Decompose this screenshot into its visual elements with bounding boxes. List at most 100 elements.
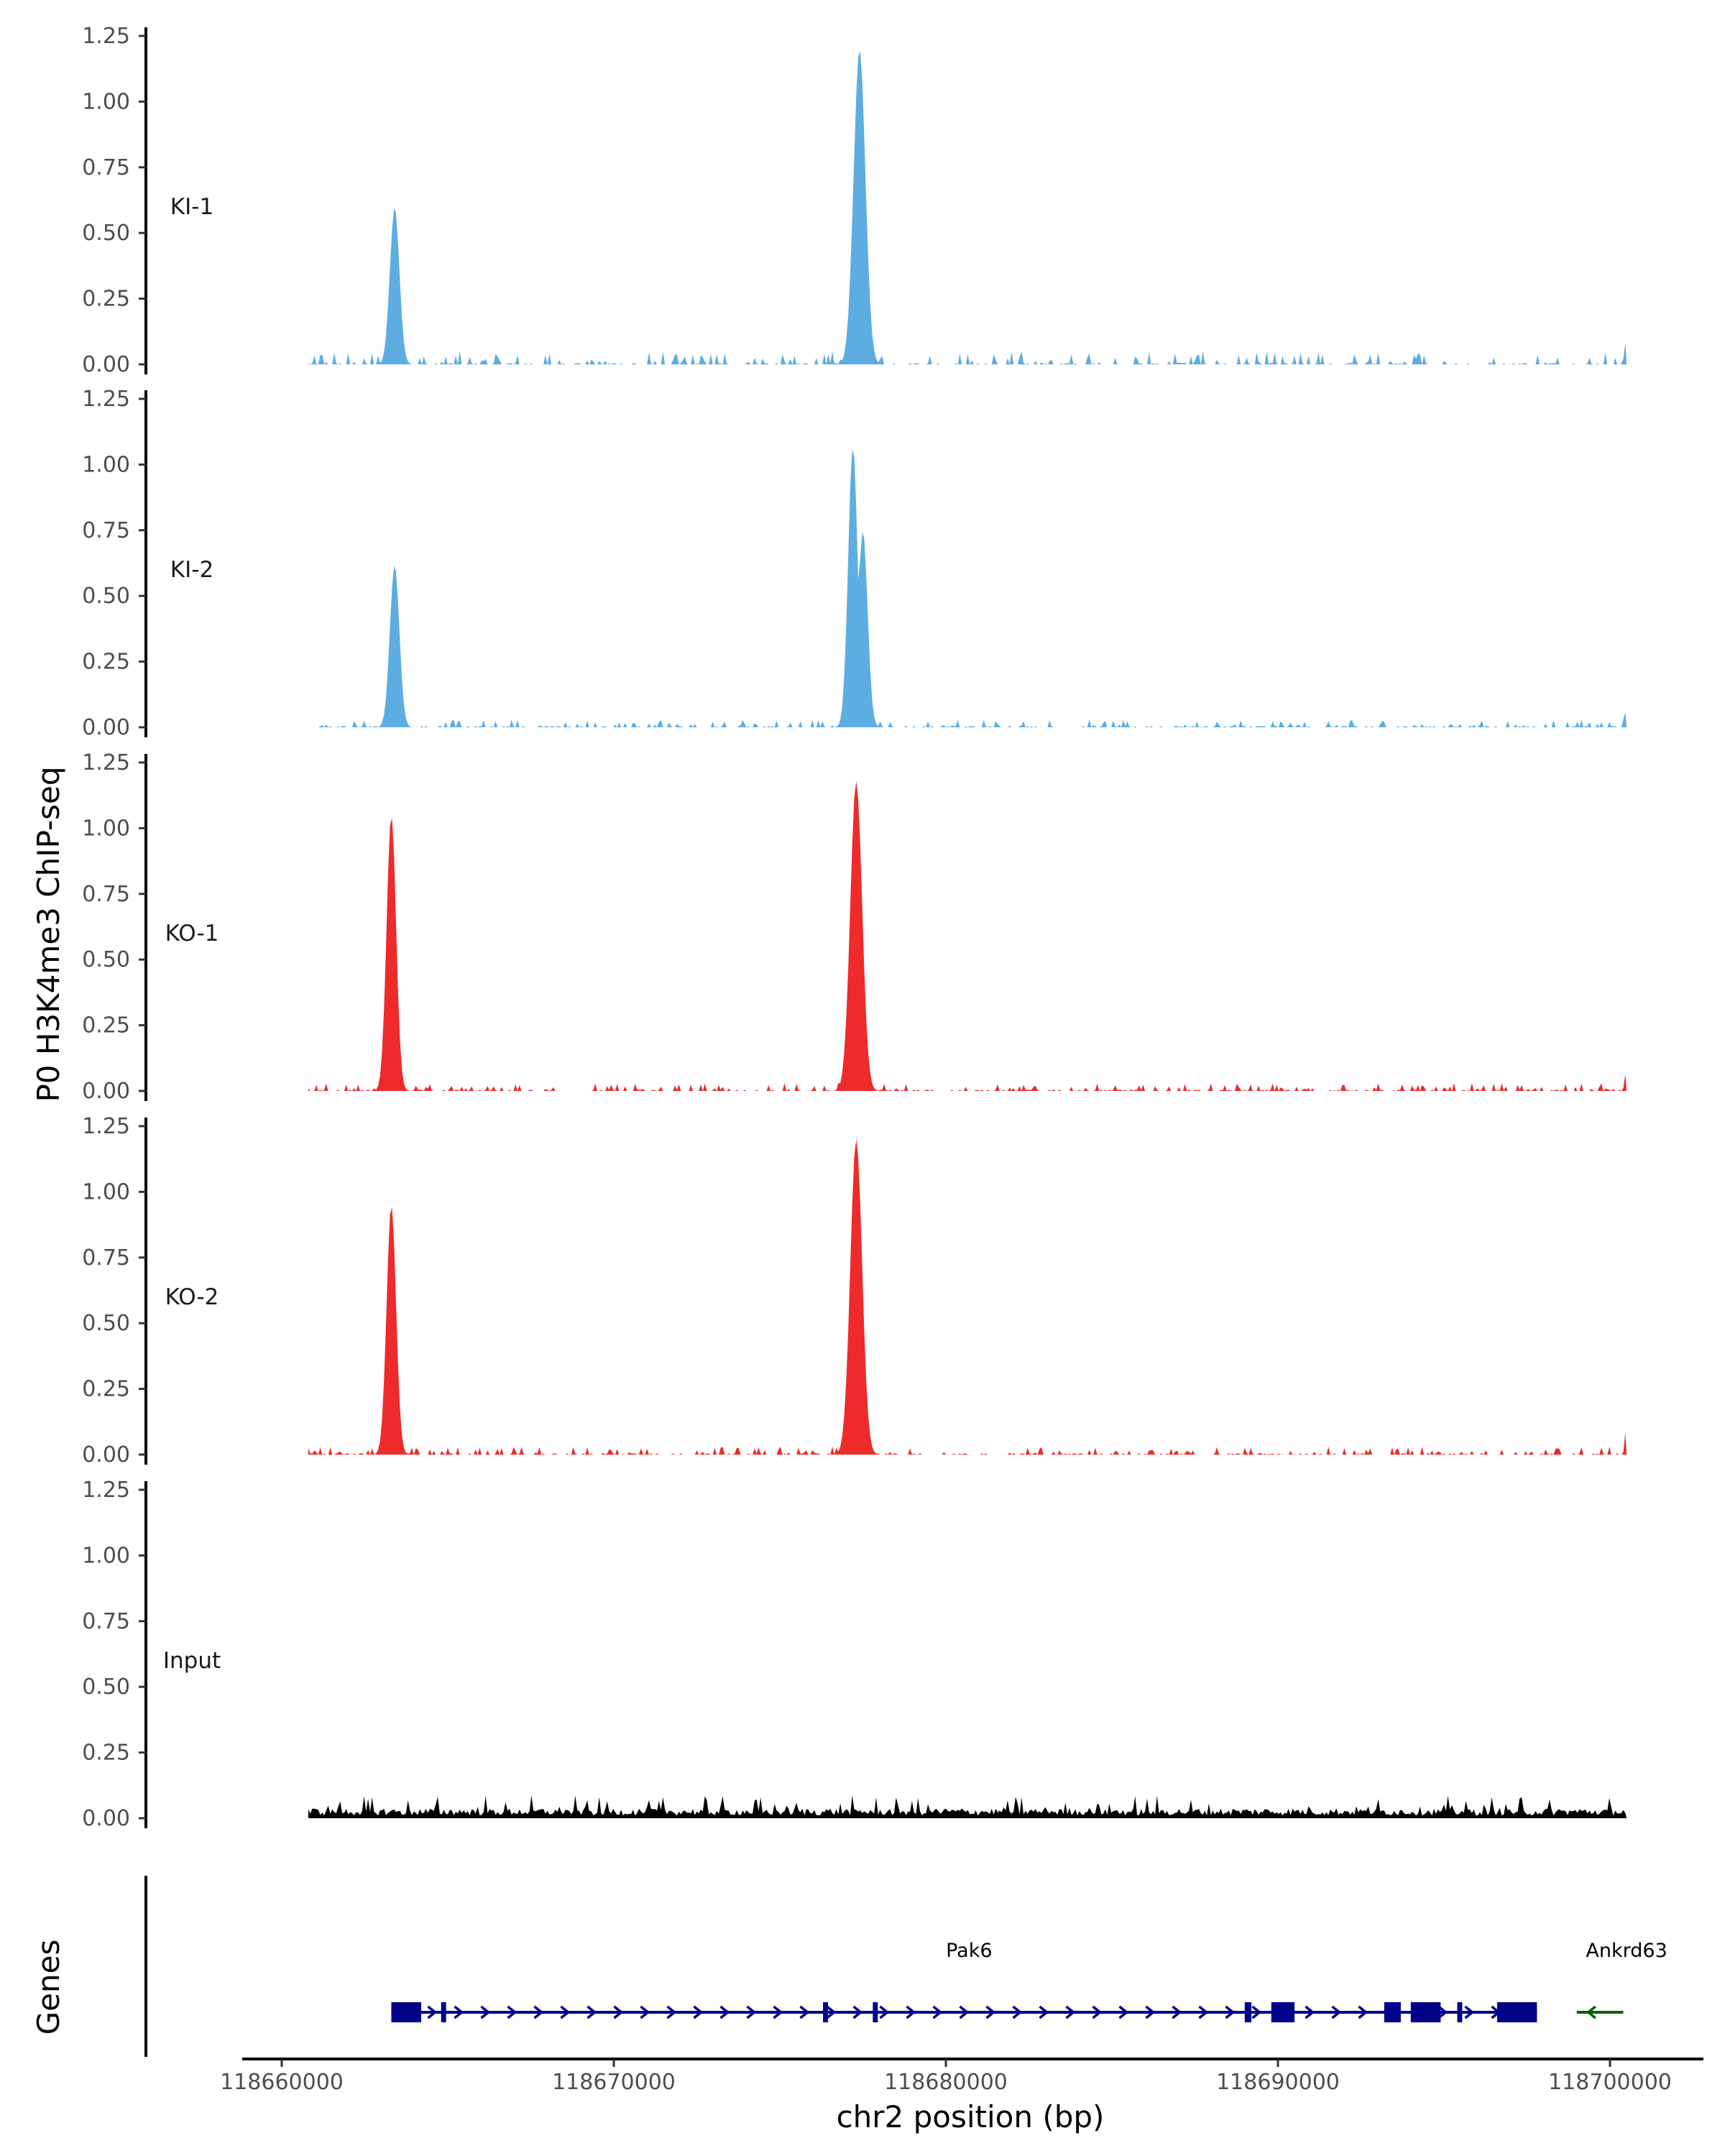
strand-arrow <box>959 2005 970 2019</box>
track-label: KO-2 <box>165 1284 219 1310</box>
track-label: KI-1 <box>170 194 213 220</box>
y-tick-label: 0.25 <box>82 1377 130 1402</box>
y-tick-label: 1.00 <box>82 89 130 114</box>
y-tick-label: 1.25 <box>82 1478 130 1503</box>
signal-area-ko-1 <box>308 780 1627 1091</box>
y-tick-label: 1.25 <box>82 24 130 49</box>
strand-arrow <box>1438 2005 1448 2019</box>
y-tick-label: 1.00 <box>82 452 130 477</box>
y-tick-label: 0.00 <box>82 352 130 377</box>
strand-arrow <box>1145 2005 1156 2019</box>
y-tick-label: 0.50 <box>82 947 130 972</box>
y-tick-label: 1.25 <box>82 1114 130 1139</box>
strand-arrow <box>1065 2005 1076 2019</box>
strand-arrow <box>480 2005 491 2019</box>
y-axis-title: P0 H3K4me3 ChIP-seq <box>31 766 66 1102</box>
gene-track: Pak6 Ankrd63 <box>144 1876 1668 2057</box>
strand-arrow <box>507 2005 518 2019</box>
y-tick-label: 0.25 <box>82 1741 130 1766</box>
x-tick-label: 118670000 <box>552 2070 676 2095</box>
track-ko-1: 0.00 0.25 0.50 0.75 1.00 1.25 KO-1 <box>82 750 1627 1104</box>
y-tick-label: 0.75 <box>82 1245 130 1271</box>
track-ko-2: 0.00 0.25 0.50 0.75 1.00 1.25 KO-2 <box>82 1114 1627 1468</box>
y-tick-label: 0.75 <box>82 518 130 543</box>
strand-arrow <box>906 2005 916 2019</box>
strand-arrow <box>427 2005 438 2019</box>
gene-pak6: Pak6 <box>391 1940 1537 2022</box>
y-tick-label: 0.25 <box>82 650 130 675</box>
strand-arrow <box>1358 2005 1368 2019</box>
signal-area-ki-2 <box>308 448 1627 727</box>
y-tick-label: 0.50 <box>82 221 130 246</box>
exon-block <box>1457 2002 1463 2022</box>
strand-arrow <box>746 2005 757 2019</box>
signal-area-ko-2 <box>308 1139 1627 1455</box>
strand-arrow <box>1225 2005 1236 2019</box>
y-tick-label: 0.00 <box>82 1079 130 1104</box>
exon-block <box>1384 2002 1401 2022</box>
exon-block <box>1244 2002 1252 2022</box>
strand-arrow <box>560 2005 571 2019</box>
x-axis: 118660000 118670000 118680000 118690000 1187… <box>220 2058 1703 2095</box>
track-input: 0.00 0.25 0.50 0.75 1.00 1.25 Input <box>82 1478 1627 1831</box>
signal-area-input <box>308 1795 1627 1818</box>
strand-arrow <box>985 2005 996 2019</box>
strand-arrow <box>586 2005 597 2019</box>
strand-arrow <box>1118 2005 1129 2019</box>
y-tick-label: 0.00 <box>82 715 130 740</box>
track-label: Input <box>163 1648 221 1674</box>
y-tick-label: 1.00 <box>82 1543 130 1568</box>
strand-arrow <box>1172 2005 1182 2019</box>
gene-name-label: Ankrd63 <box>1586 1940 1667 1962</box>
strand-arrow <box>640 2005 650 2019</box>
strand-arrow <box>799 2005 810 2019</box>
track-label: KI-2 <box>170 557 213 583</box>
genes-axis-title: Genes <box>31 1940 66 2035</box>
strand-arrow <box>879 2005 890 2019</box>
y-tick-label: 1.25 <box>82 750 130 775</box>
exon-block <box>823 2002 828 2022</box>
y-tick-label: 0.25 <box>82 287 130 312</box>
strand-arrow <box>666 2005 677 2019</box>
y-tick-label: 0.75 <box>82 882 130 907</box>
y-tick-label: 0.50 <box>82 584 130 609</box>
strand-arrow <box>1331 2005 1342 2019</box>
x-tick-label: 118690000 <box>1216 2070 1340 2095</box>
exon-block <box>1271 2002 1295 2022</box>
y-tick-label: 0.50 <box>82 1674 130 1700</box>
strand-arrow <box>533 2005 544 2019</box>
strand-arrow <box>1586 2005 1596 2019</box>
strand-arrow <box>826 2005 837 2019</box>
y-tick-label: 0.75 <box>82 155 130 180</box>
gene-ankrd63: Ankrd63 <box>1576 1940 1668 2019</box>
y-tick-label: 0.25 <box>82 1013 130 1038</box>
strand-arrow <box>852 2005 863 2019</box>
exon-block <box>441 2002 446 2022</box>
gene-name-label: Pak6 <box>946 1940 992 1962</box>
y-tick-label: 1.00 <box>82 816 130 841</box>
strand-arrow <box>613 2005 624 2019</box>
x-axis-title: chr2 position (bp) <box>837 2099 1105 2134</box>
track-ki-1: 0.00 0.25 0.50 0.75 1.00 1.25 KI-1 <box>82 24 1627 377</box>
strand-arrow <box>1305 2005 1315 2019</box>
strand-arrow <box>1039 2005 1049 2019</box>
x-tick-label: 118700000 <box>1548 2070 1672 2095</box>
y-tick-label: 1.25 <box>82 387 130 412</box>
strand-arrow <box>1092 2005 1103 2019</box>
exon-block <box>873 2002 878 2022</box>
strand-arrow <box>1012 2005 1023 2019</box>
signal-area-ki-1 <box>308 51 1627 364</box>
exon-block <box>1496 2002 1537 2022</box>
strand-arrow <box>1251 2005 1262 2019</box>
strand-arrow <box>1198 2005 1209 2019</box>
strand-arrow <box>693 2005 704 2019</box>
x-tick-label: 118660000 <box>220 2070 344 2095</box>
x-tick-label: 118680000 <box>884 2070 1008 2095</box>
strand-arrow <box>773 2005 783 2019</box>
strand-arrow <box>454 2005 464 2019</box>
y-tick-label: 1.00 <box>82 1179 130 1204</box>
y-tick-label: 0.50 <box>82 1311 130 1336</box>
exon-block <box>1410 2002 1441 2022</box>
y-tick-label: 0.75 <box>82 1609 130 1634</box>
